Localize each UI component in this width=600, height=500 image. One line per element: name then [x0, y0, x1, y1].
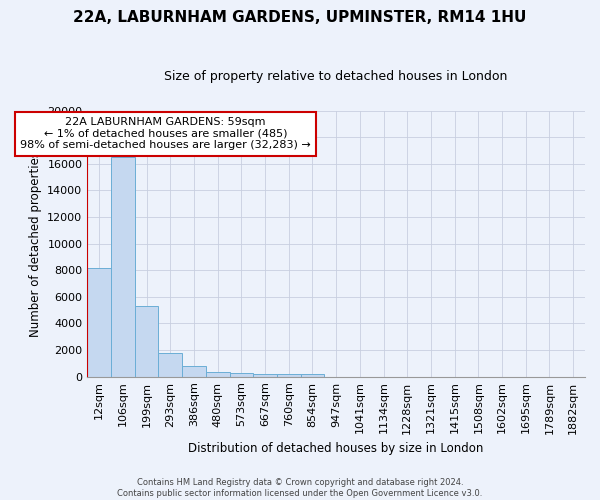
- Bar: [135, 306, 158, 376]
- Title: Size of property relative to detached houses in London: Size of property relative to detached ho…: [164, 70, 508, 83]
- Bar: [88, 268, 111, 376]
- Bar: [230, 374, 253, 376]
- Bar: [301, 374, 325, 376]
- Bar: [111, 157, 135, 376]
- Text: 22A, LABURNHAM GARDENS, UPMINSTER, RM14 1HU: 22A, LABURNHAM GARDENS, UPMINSTER, RM14 …: [73, 10, 527, 25]
- X-axis label: Distribution of detached houses by size in London: Distribution of detached houses by size …: [188, 442, 484, 455]
- Text: Contains HM Land Registry data © Crown copyright and database right 2024.
Contai: Contains HM Land Registry data © Crown c…: [118, 478, 482, 498]
- Text: 22A LABURNHAM GARDENS: 59sqm
← 1% of detached houses are smaller (485)
98% of se: 22A LABURNHAM GARDENS: 59sqm ← 1% of det…: [20, 117, 311, 150]
- Bar: [158, 352, 182, 376]
- Bar: [182, 366, 206, 376]
- Bar: [277, 374, 301, 376]
- Y-axis label: Number of detached properties: Number of detached properties: [29, 150, 42, 336]
- Bar: [253, 374, 277, 376]
- Bar: [206, 372, 230, 376]
